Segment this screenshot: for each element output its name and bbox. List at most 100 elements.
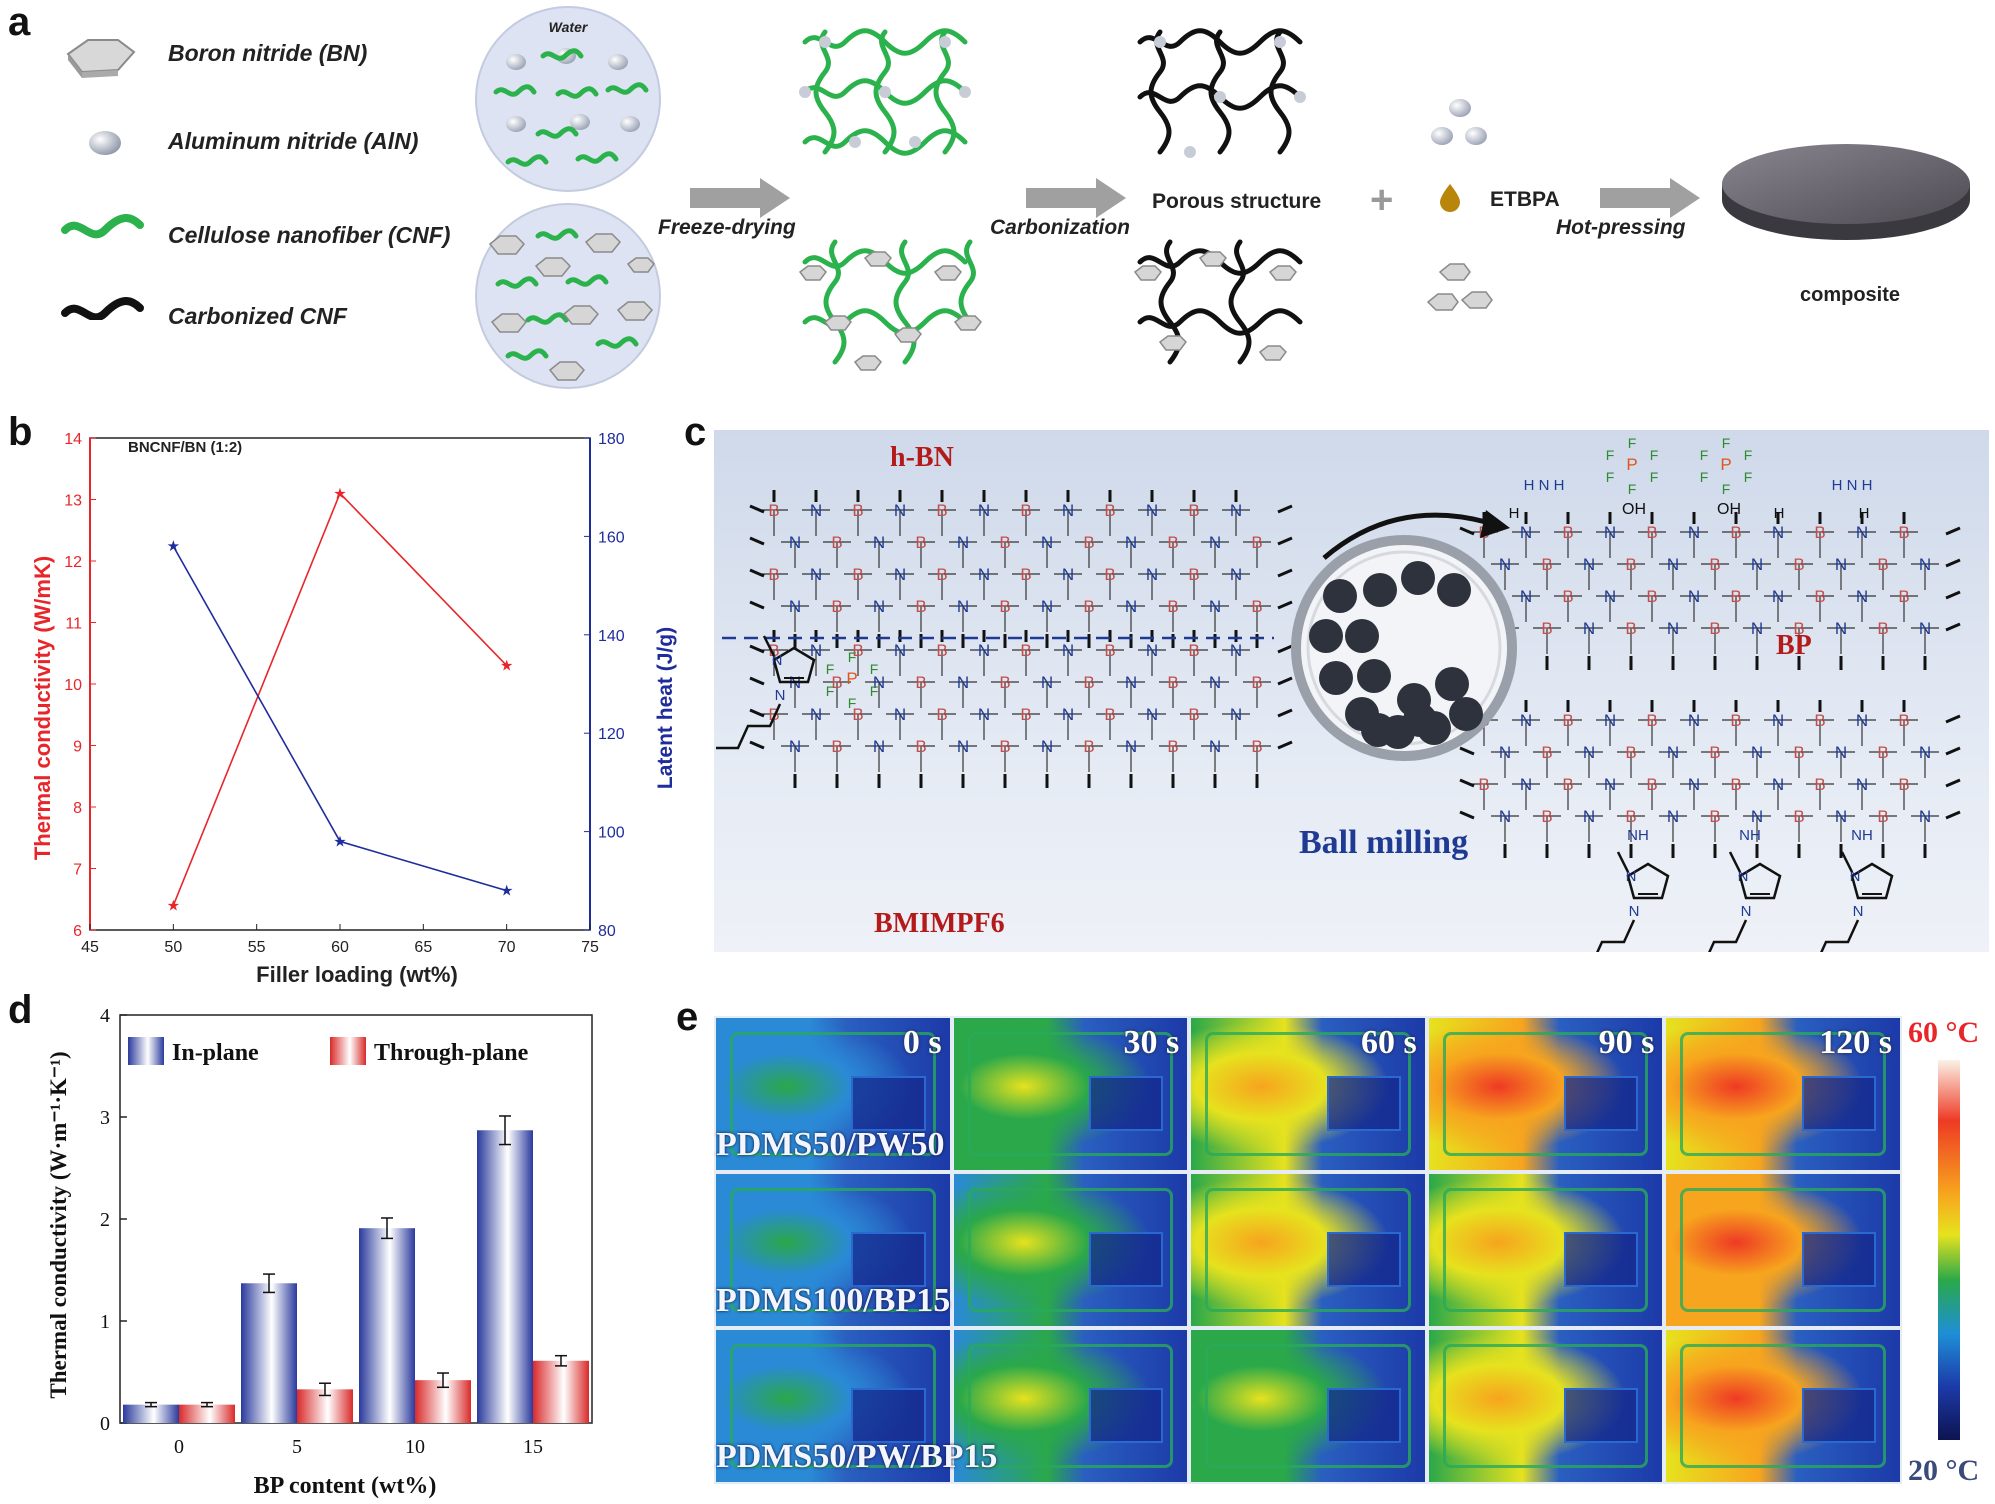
- milling-ball: [1401, 561, 1435, 595]
- boron-atom: B: [1020, 501, 1031, 520]
- nitrogen-atom: N: [873, 737, 885, 756]
- fluorine-atom: F: [1628, 435, 1637, 451]
- fluorine-atom: F: [826, 683, 835, 699]
- boron-atom: B: [1793, 619, 1804, 638]
- milling-ball: [1435, 667, 1469, 701]
- edge-bond: [1945, 622, 1961, 632]
- milling-ball: [1319, 661, 1353, 695]
- boron-atom: B: [852, 565, 863, 584]
- chart-d-ytick-label: 0: [100, 1413, 110, 1435]
- thermal-image-2-0: [716, 1330, 950, 1482]
- milling-ball: [1449, 697, 1483, 731]
- nitrogen-atom: N: [1499, 807, 1511, 826]
- chart-b-ytick-left-label: 11: [65, 616, 82, 633]
- dispersion-circles: Water: [475, 6, 661, 389]
- row-label: PDMS100/BP15: [716, 1282, 951, 1319]
- imidazole-ring: [1626, 862, 1670, 900]
- step-hot-pressing: Hot-pressing: [1556, 216, 1686, 239]
- boron-atom: B: [1793, 555, 1804, 574]
- thermal-image-0-2: 60 s: [1191, 1018, 1425, 1170]
- water-label: Water: [549, 19, 589, 35]
- boron-atom: B: [831, 597, 842, 616]
- time-label: 0 s: [902, 1024, 942, 1061]
- phosphorus-atom: P: [846, 669, 857, 688]
- milling-ball: [1437, 573, 1471, 607]
- boron-atom: B: [1188, 641, 1199, 660]
- rotation-arrowhead: [1480, 510, 1510, 538]
- bmim-cation: NN: [716, 635, 816, 750]
- nitrogen-atom: N: [1919, 619, 1931, 638]
- board-component: [1326, 1075, 1401, 1132]
- nitrogen-atom: N: [1125, 737, 1137, 756]
- chart-b-axes: 45 50 55 60 65 70 75 6 7 8 9 10 11 12 13 14 80 100 120 140 1…: [64, 431, 625, 956]
- nitrogen-atom: N: [1209, 673, 1221, 692]
- chart-b-series-line-1: [172, 545, 507, 892]
- edge-bond: [749, 708, 765, 718]
- boron-atom: B: [1709, 743, 1720, 762]
- fluorine-atom: F: [1744, 447, 1753, 463]
- chart-d-bar-in-plane-5: [241, 1283, 297, 1423]
- nitrogen-atom: N: [1835, 555, 1847, 574]
- panel-label-e: e: [676, 995, 699, 1039]
- methyl-bond: [1728, 851, 1742, 873]
- edge-bond: [1277, 740, 1293, 750]
- board-component: [1564, 1231, 1639, 1288]
- nitrogen-atom: N: [1919, 743, 1931, 762]
- board-component: [851, 1075, 926, 1132]
- thermal-image-0-3: 90 s: [1428, 1018, 1663, 1170]
- nitrogen-atom: N: [1520, 775, 1532, 794]
- chart-d-xtick-label: 10: [405, 1436, 425, 1458]
- boron-atom: B: [1625, 555, 1636, 574]
- row-label: PDMS50/PW50: [716, 1126, 945, 1163]
- nitrogen-atom: N: [1520, 711, 1532, 730]
- chart-d-bar-in-plane-10: [359, 1228, 415, 1423]
- chart-d-axes: 0 1 2 3 4 0 5 10 15: [100, 1005, 593, 1458]
- nitrogen-atom: N: [1772, 775, 1784, 794]
- boron-atom: B: [1541, 807, 1552, 826]
- chart-b-ytick-right-label: 140: [598, 628, 625, 645]
- fluorine-atom: F: [1700, 469, 1709, 485]
- imidazole-ring: [772, 646, 816, 684]
- nitrogen-atom: N: [957, 533, 969, 552]
- nitrogen-plus: N: [1738, 868, 1749, 885]
- boron-atom: B: [1625, 743, 1636, 762]
- butyl-chain: [1682, 919, 1748, 966]
- legend-ccnf-label: Carbonized CNF: [168, 303, 347, 329]
- boron-atom: B: [999, 673, 1010, 692]
- nitrogen-atom: N: [1230, 565, 1242, 584]
- chart-b-xtick-label: 60: [331, 939, 349, 956]
- edge-bond: [1945, 778, 1961, 788]
- nitrogen-atom: N: [894, 501, 906, 520]
- boron-atom: B: [1562, 587, 1573, 606]
- chart-b-point-0-2: ★: [500, 658, 513, 675]
- fluorine-atom: F: [1744, 469, 1753, 485]
- nitrogen-atom: N: [1499, 555, 1511, 574]
- circuit-board-outline: [1442, 1032, 1649, 1156]
- ball-mill-icon: [1291, 510, 1517, 761]
- fluorine-atom: F: [870, 683, 879, 699]
- chart-b-xtick-label: 75: [581, 939, 599, 956]
- boron-atom: B: [1814, 775, 1825, 794]
- boron-atom: B: [1625, 807, 1636, 826]
- boron-atom: B: [1188, 565, 1199, 584]
- nitrogen-atom: N: [1667, 743, 1679, 762]
- edge-bond: [1945, 590, 1961, 600]
- composite-disk: [1722, 144, 1970, 240]
- milling-ball: [1361, 713, 1395, 747]
- fluorine-atom: F: [1650, 469, 1659, 485]
- thermal-image-1-1: [953, 1174, 1188, 1326]
- bp-lattice-top: BNBNBNBNBNBNBNBNBNBNBNBNBNBNBNBNBNBNBNBN…: [1459, 512, 1961, 670]
- butyl-chain: [1794, 919, 1860, 966]
- hbn-lattice-bottom: B N B N B N B N B N B NN B N B N B N B N B N BB N B N B N B N B N B NN B N B…: [749, 630, 1293, 788]
- circuit-board-outline: [1205, 1032, 1411, 1156]
- nitrogen-atom: N: [1688, 711, 1700, 730]
- plus-sign: +: [1370, 178, 1394, 222]
- boron-atom: B: [852, 705, 863, 724]
- board-component: [1326, 1387, 1401, 1444]
- grafted-bmim-0: NN: [1570, 851, 1670, 966]
- chart-b-point-1-1: ★: [333, 833, 346, 850]
- butyl-chain: [716, 703, 782, 750]
- nh2-group: H N H: [1524, 477, 1565, 494]
- panel-c-drawing: B N B N B N B N B N B NN B N B N B N B N B N BB N B N B N B N B N B NN B N B…: [716, 435, 1961, 966]
- carbon-networks: [1133, 28, 1306, 365]
